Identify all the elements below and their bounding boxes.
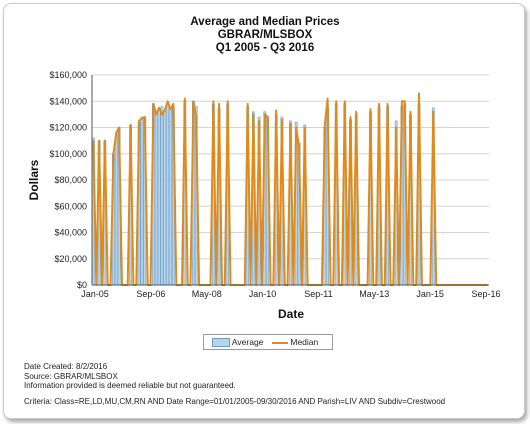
legend-swatch-median	[272, 341, 288, 344]
average-bar	[163, 111, 167, 286]
x-tick-label: Sep-11	[304, 289, 332, 299]
legend-label-median: Median	[290, 337, 319, 347]
y-tick-label: $0	[77, 280, 87, 290]
average-bar	[140, 116, 144, 286]
average-bar	[154, 111, 158, 286]
average-bar	[114, 133, 118, 286]
y-tick-label: $100,000	[49, 149, 87, 159]
footer-date-created: Date Created: 8/2/2016	[24, 362, 108, 371]
y-tick-label: $80,000	[54, 175, 87, 185]
footer-criteria: Criteria: Class=RE,LD,MU,CM,RN AND Date …	[24, 397, 446, 406]
chart-subtitle: GBRAR/MLSBOX	[217, 29, 313, 41]
y-axis-title: Dollars	[27, 159, 41, 200]
average-bar	[157, 108, 161, 286]
x-tick-label: Jan-05	[81, 289, 109, 299]
legend-item-average: Average	[212, 336, 263, 348]
average-bar	[160, 106, 164, 286]
x-tick-label: Jan-10	[249, 289, 277, 299]
footer-disclaimer: Information provided is deemed reliable …	[24, 381, 236, 390]
y-tick-label: $160,000	[49, 70, 87, 80]
y-tick-label: $120,000	[49, 123, 87, 133]
average-bar	[166, 103, 170, 286]
x-tick-label: Jan-15	[416, 289, 444, 299]
chart-legend: Average Median	[203, 334, 333, 350]
chart-title: Average and Median Prices	[190, 16, 340, 28]
average-bar	[169, 108, 172, 286]
footer-source: Source: GBRAR/MLSBOX	[24, 372, 118, 381]
x-tick-label: Sep-16	[471, 289, 500, 299]
x-tick-label: Sep-06	[136, 289, 165, 299]
chart-period: Q1 2005 - Q3 2016	[215, 42, 315, 54]
axis-layer: $0 $20,000 $40,000 $60,000 $80,000 $100,000 $1…	[49, 70, 500, 299]
x-tick-label: May-08	[192, 289, 222, 299]
legend-label-average: Average	[231, 337, 264, 347]
y-tick-label: $60,000	[54, 201, 87, 211]
x-tick-label: May-13	[359, 289, 389, 299]
y-tick-label: $40,000	[54, 228, 87, 238]
y-tick-label: $140,000	[49, 96, 87, 106]
legend-swatch-average	[212, 338, 230, 348]
x-axis-title: Date	[278, 307, 304, 321]
legend-item-median: Median	[272, 336, 318, 348]
y-tick-label: $20,000	[54, 254, 87, 264]
